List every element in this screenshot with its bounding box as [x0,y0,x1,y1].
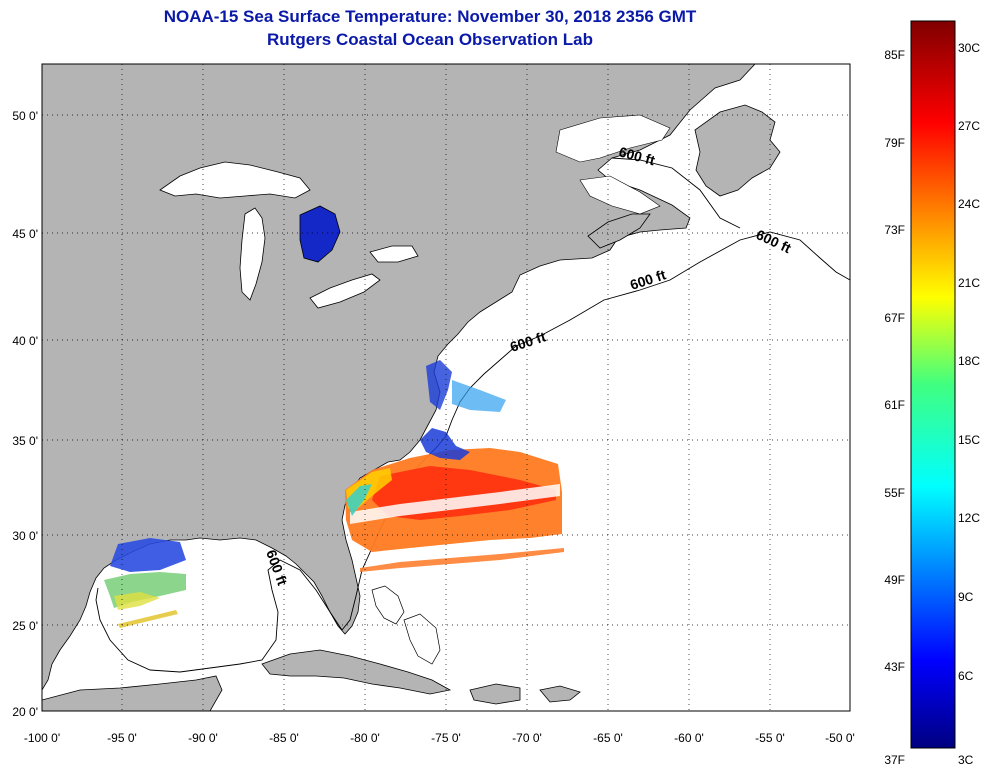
lon-tick: -80 0' [350,731,380,745]
colorbar-f-label: 73F [884,223,905,237]
colorbar-c-label: 9C [958,590,974,604]
lon-tick: -95 0' [107,731,137,745]
colorbar-f-label: 55F [884,486,905,500]
lat-tick: 30 0' [12,529,38,543]
colorbar-c-label: 24C [958,197,980,211]
lon-tick: -55 0' [755,731,785,745]
lon-tick: -65 0' [593,731,623,745]
map-title: NOAA-15 Sea Surface Temperature: Novembe… [163,7,697,26]
lon-tick: -90 0' [188,731,218,745]
colorbar-f-label: 43F [884,660,905,674]
lat-tick: 20 0' [12,705,38,719]
lon-tick: -50 0' [825,731,855,745]
colorbar-c-label: 27C [958,119,980,133]
land-newfoundland [694,104,781,197]
lat-tick: 40 0' [12,334,38,348]
lon-tick: -100 0' [24,731,60,745]
lat-tick: 45 0' [12,227,38,241]
lon-tick: -60 0' [674,731,704,745]
map-subtitle: Rutgers Coastal Ocean Observation Lab [267,30,593,49]
land-cuba [261,649,452,695]
lat-tick: 50 0' [12,109,38,123]
lon-tick: -85 0' [269,731,299,745]
lat-tick: 25 0' [12,619,38,633]
colorbar-c-label: 30C [958,41,980,55]
lake-erie [309,273,381,309]
lake-ontario [369,245,419,263]
lake-superior [159,161,311,199]
gulf-st-lawrence [555,114,671,163]
lat-tick: 35 0' [12,434,38,448]
map-frame [41,63,851,712]
lake-michigan [239,207,266,301]
colorbar-c-label: 3C [958,753,974,767]
lon-tick: -70 0' [512,731,542,745]
colorbar-f-label: 85F [884,48,905,62]
colorbar-f-label: 37F [884,753,905,767]
colorbar-c-label: 15C [958,433,980,447]
colorbar-c-label: 12C [958,511,980,525]
colorbar-f-label: 67F [884,311,905,325]
land-yucatan [42,675,223,711]
lon-tick: -75 0' [431,731,461,745]
land-nova-scotia [587,213,651,249]
colorbar-c-label: 18C [958,354,980,368]
colorbar-c-label: 6C [958,669,974,683]
sst-swath-gulf [110,538,186,572]
colorbar-f-label: 49F [884,573,905,587]
sst-coastal-cold [420,428,470,460]
colorbar-f-label: 61F [884,398,905,412]
colorbar [910,20,956,749]
lake-huron [299,205,341,263]
colorbar-c-label: 21C [958,276,980,290]
colorbar-f-label: 79F [884,136,905,150]
